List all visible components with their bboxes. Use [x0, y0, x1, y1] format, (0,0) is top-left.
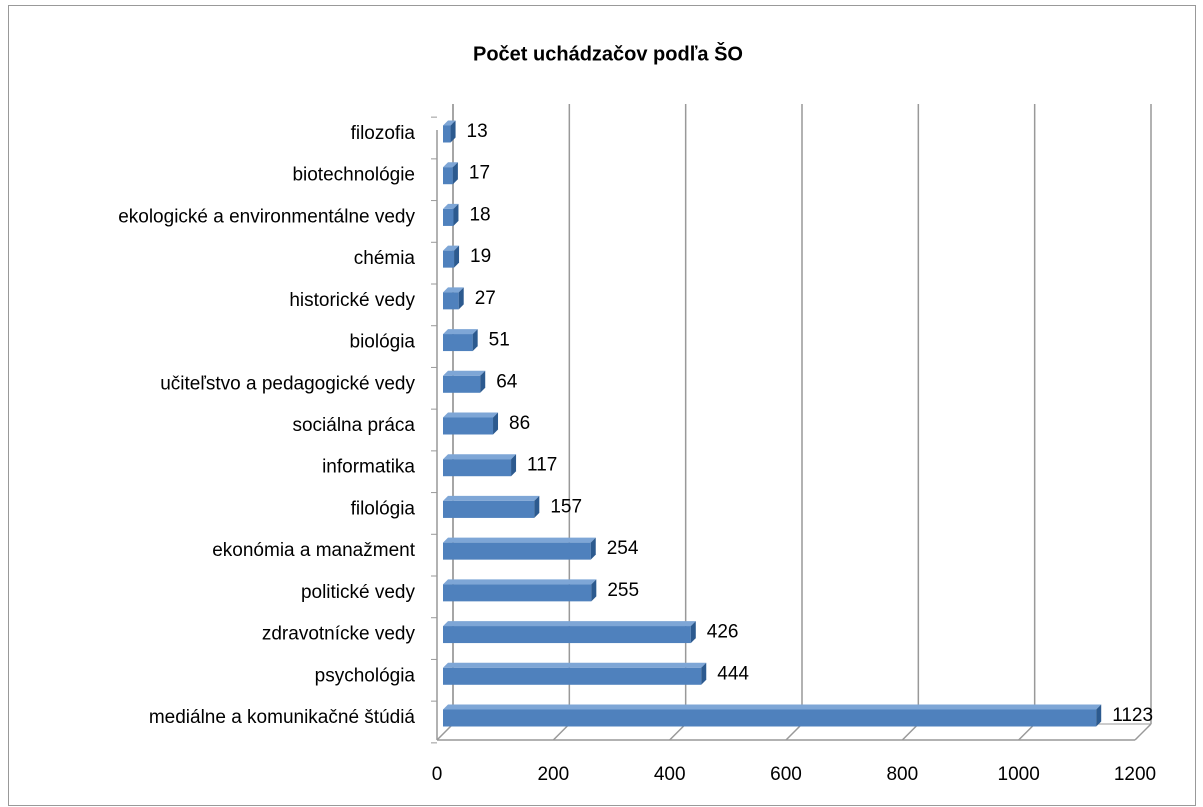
bar — [443, 334, 473, 352]
x-tick-label: 0 — [432, 764, 443, 785]
y-tick-label: filológia — [351, 498, 416, 519]
bar-top — [443, 245, 460, 251]
bar — [443, 375, 481, 393]
chart-title: Počet uchádzačov podľa ŠO — [473, 41, 743, 65]
bar-side — [472, 329, 478, 352]
bar-top — [443, 162, 458, 168]
value-label: 13 — [467, 121, 488, 142]
value-label: 255 — [607, 580, 639, 601]
y-tick-label: historické vedy — [289, 290, 415, 311]
value-label: 51 — [489, 330, 510, 351]
bar-side — [690, 621, 696, 644]
bar-top — [443, 412, 499, 418]
bar-top — [443, 454, 517, 460]
bar — [443, 459, 512, 477]
y-tick-label: ekologické a environmentálne vedy — [118, 206, 415, 227]
x-tick-label: 800 — [886, 764, 918, 785]
y-tick-label: mediálne a komunikačné štúdiá — [149, 707, 416, 728]
y-tick-label: filozofia — [351, 123, 416, 144]
bar-side — [1096, 704, 1102, 727]
y-tick-label: sociálna práca — [292, 415, 415, 436]
x-tick — [552, 723, 570, 741]
bar-side — [590, 537, 596, 560]
value-label: 157 — [550, 496, 582, 517]
bar — [443, 292, 459, 310]
x-tick — [1134, 723, 1152, 741]
bar-side — [493, 412, 499, 435]
value-label: 19 — [470, 246, 491, 267]
bar-side — [454, 245, 460, 268]
bar-top — [443, 203, 459, 209]
x-tick-label: 600 — [770, 764, 802, 785]
bar-top — [443, 579, 597, 585]
bar-top — [443, 537, 596, 543]
value-label: 17 — [469, 163, 490, 184]
bar-side — [534, 495, 540, 518]
bar-top — [443, 704, 1102, 710]
y-tick-label: biotechnológie — [292, 165, 415, 186]
x-tick-label: 1200 — [1114, 764, 1156, 785]
value-label: 117 — [527, 455, 557, 476]
y-tick-label: chémia — [354, 248, 416, 269]
bar-side — [480, 370, 486, 393]
value-label: 86 — [509, 413, 530, 434]
value-label: 18 — [469, 204, 490, 225]
y-tick-label: politické vedy — [301, 582, 416, 603]
bar-top — [443, 662, 707, 668]
bar-top — [443, 370, 486, 376]
bar — [443, 417, 494, 435]
y-tick-label: ekonómia a manažment — [212, 540, 415, 561]
bar — [443, 208, 454, 226]
bar-top — [443, 621, 696, 627]
y-tick-label: informatika — [322, 457, 415, 478]
bar — [443, 500, 535, 518]
y-tick-label: biológia — [350, 332, 416, 353]
x-tick — [669, 723, 687, 741]
value-label: 1123 — [1112, 705, 1153, 726]
bar-side — [458, 287, 464, 310]
bar-side — [453, 203, 459, 226]
bar — [443, 167, 453, 185]
y-tick-label: zdravotnícke vedy — [262, 624, 416, 645]
bar — [443, 709, 1097, 727]
bar-top — [443, 120, 456, 126]
bar — [443, 542, 591, 560]
bar — [443, 584, 592, 602]
y-tick-label: psychológia — [315, 665, 416, 686]
y-tick-label: učiteľstvo a pedagogické vedy — [160, 373, 415, 394]
bar-side — [452, 162, 458, 185]
bar — [443, 626, 691, 644]
value-label: 426 — [707, 622, 739, 643]
bar — [443, 125, 451, 143]
bar-top — [443, 287, 464, 293]
value-label: 254 — [607, 538, 639, 559]
bar-side — [511, 454, 517, 477]
x-tick — [901, 723, 919, 741]
x-tick — [785, 723, 803, 741]
bar-side — [701, 662, 707, 685]
value-label: 444 — [717, 663, 749, 684]
bar — [443, 250, 455, 268]
value-label: 27 — [475, 288, 496, 309]
bar-top — [443, 329, 478, 335]
x-tick — [436, 723, 454, 741]
bar-top — [443, 495, 540, 501]
bar — [443, 667, 702, 685]
x-tick-label: 400 — [654, 764, 686, 785]
x-tick-label: 1000 — [998, 764, 1040, 785]
chart-frame — [8, 5, 1196, 806]
value-label: 64 — [496, 371, 518, 392]
x-tick-label: 200 — [537, 764, 569, 785]
x-tick — [1018, 723, 1036, 741]
bar-side — [450, 120, 456, 143]
bar-side — [591, 579, 597, 602]
